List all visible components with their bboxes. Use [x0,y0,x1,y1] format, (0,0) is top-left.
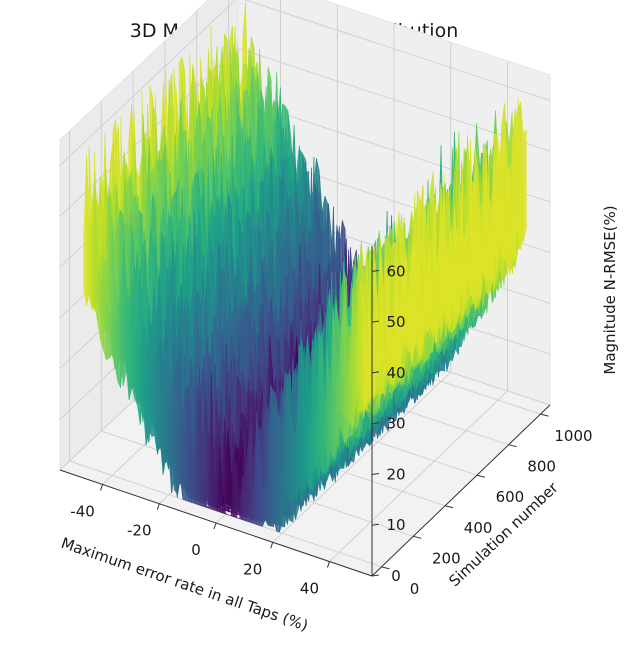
surface-plot [83,2,527,533]
surface-facet [512,135,517,260]
surface-facet [438,188,442,329]
surface-facet [417,190,421,355]
surface-facet [507,164,511,274]
surface-facet [491,148,495,286]
surface-facet [433,203,437,338]
surface-facet [501,138,506,259]
surface-facet [472,182,477,303]
z-grid-line [59,0,551,166]
surface-facet [470,139,474,297]
surface-facet [422,185,426,331]
